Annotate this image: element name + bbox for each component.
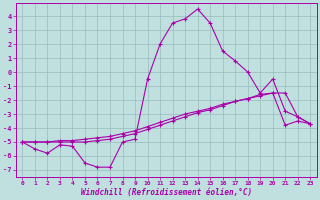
X-axis label: Windchill (Refroidissement éolien,°C): Windchill (Refroidissement éolien,°C) — [81, 188, 252, 197]
